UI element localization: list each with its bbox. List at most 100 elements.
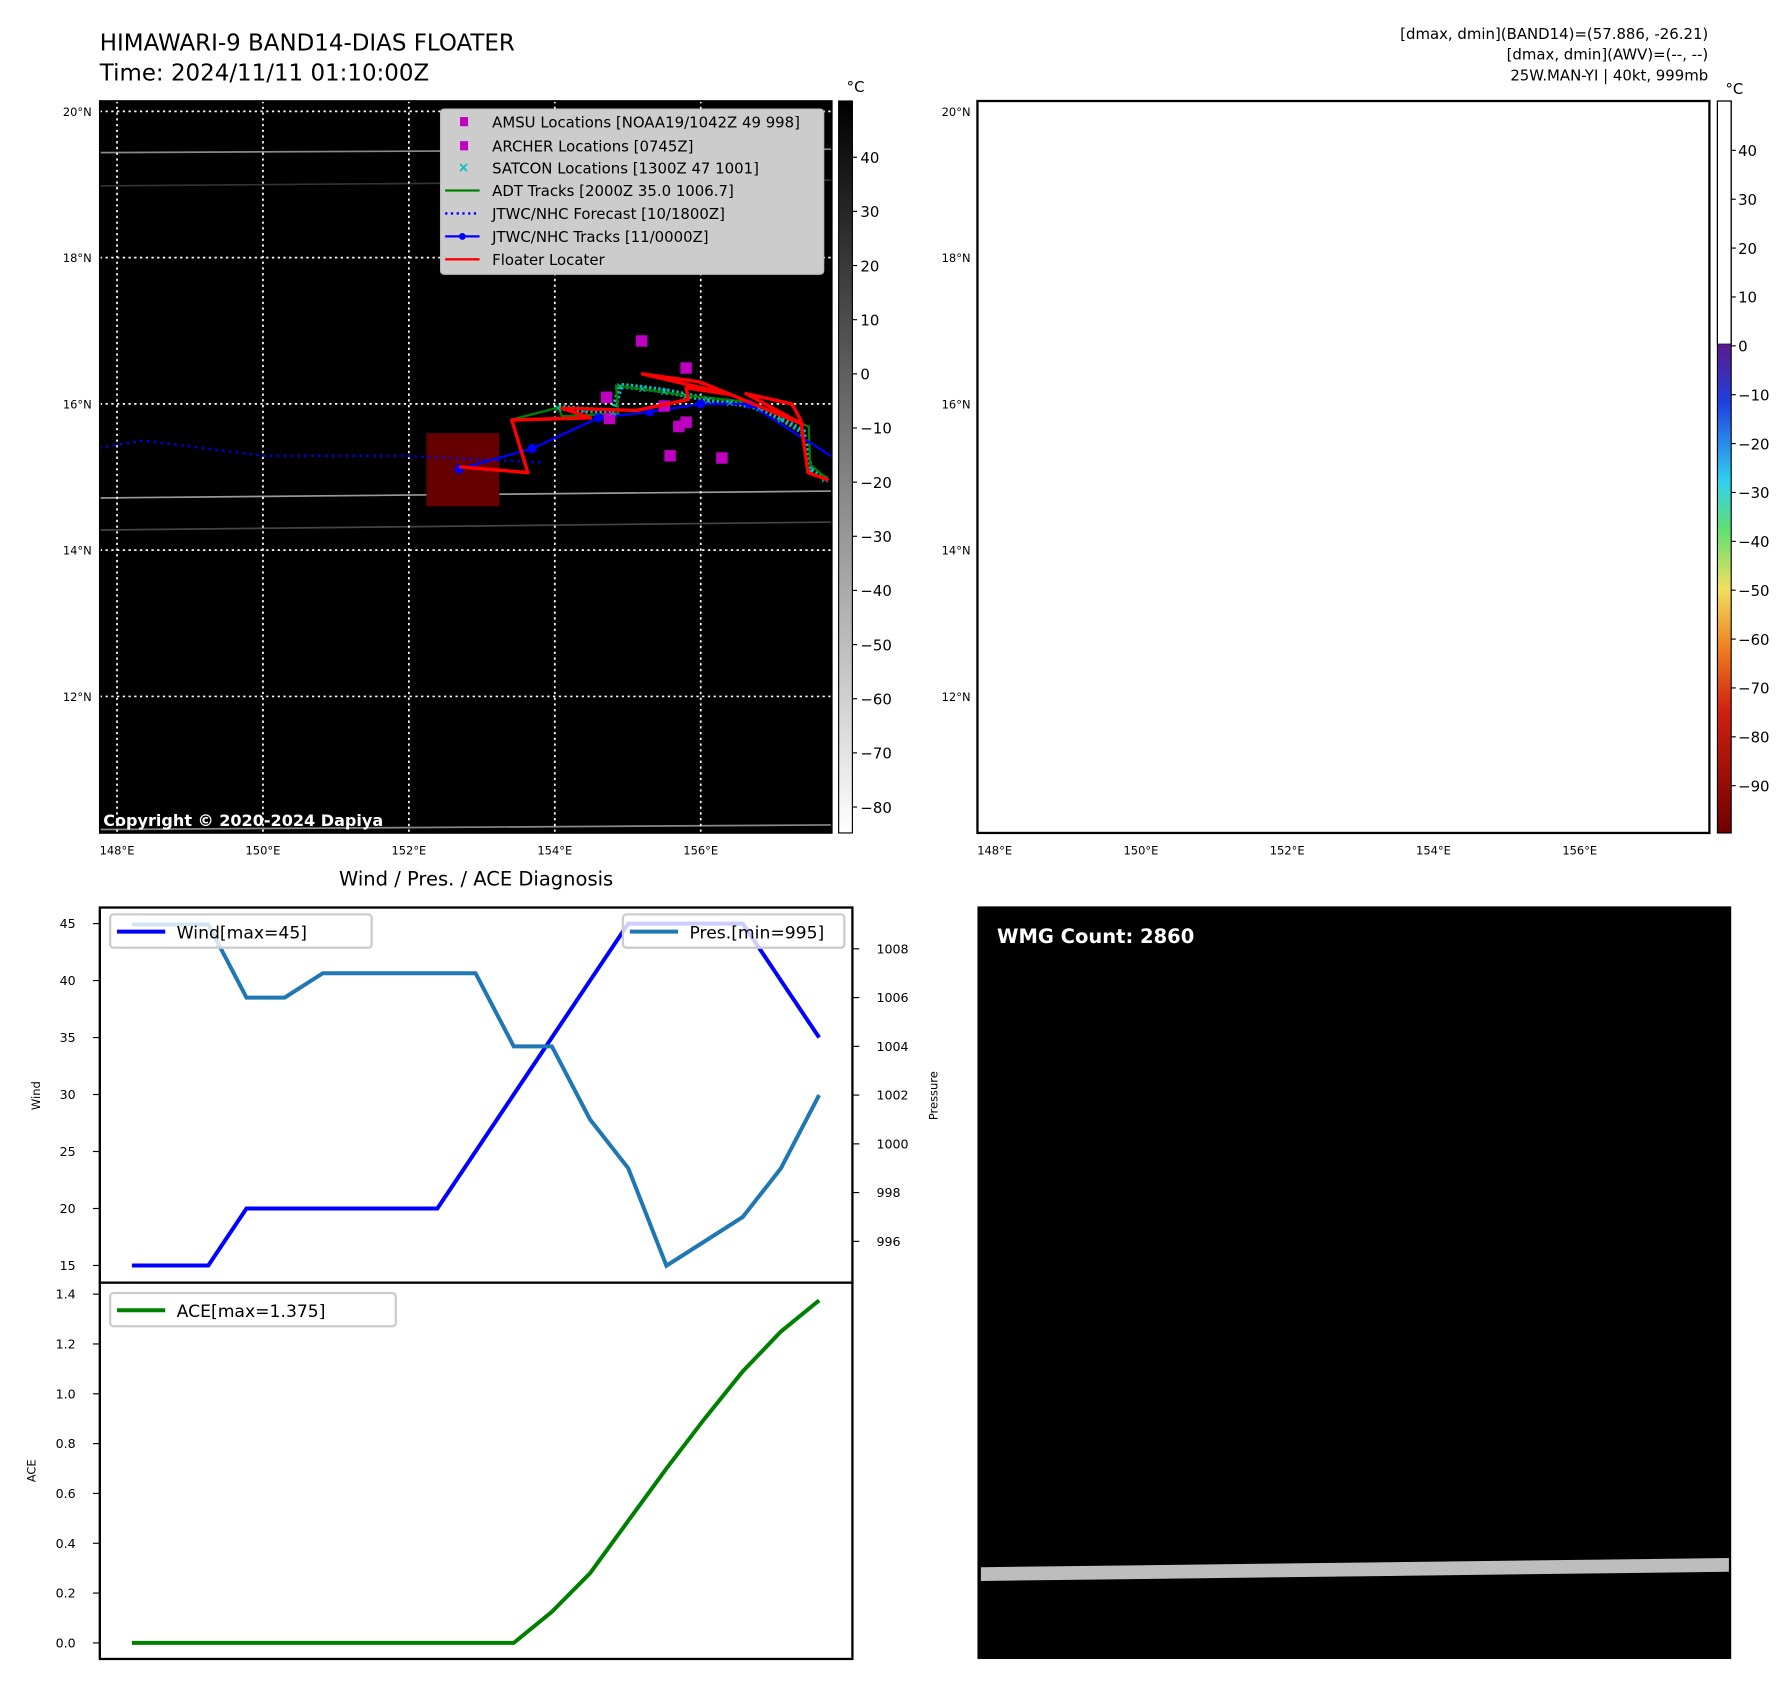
tracks-legend-marker — [458, 232, 466, 240]
legend-label: SATCON Locations [1300Z 47 1001] — [492, 159, 759, 177]
ace-axis-label: ACE — [25, 1459, 39, 1482]
y-tick-label: 16°N — [63, 397, 92, 411]
jtwc-track-point — [593, 413, 604, 423]
pressure-axis-label: Pressure — [926, 1071, 940, 1120]
satcon-point: × — [638, 381, 648, 395]
legend-label: ADT Tracks [2000Z 35.0 1006.7] — [492, 182, 734, 200]
info-band14: [dmax, dmin](BAND14)=(57.886, -26.21) — [1400, 25, 1708, 43]
satcon-point: × — [703, 393, 713, 407]
colorbar-tick-label: 20 — [860, 257, 879, 275]
y-tick-label: 16°N — [942, 397, 971, 411]
map-legend: AMSU Locations [NOAA19/1042Z 49 998] ARCH… — [439, 108, 825, 275]
colorbar-band14 — [838, 100, 853, 834]
ace-tick-label: 0.2 — [56, 1586, 76, 1601]
colorbar-tick-label: −10 — [860, 420, 891, 438]
info-awv: [dmax, dmin](AWV)=(--, --) — [1507, 46, 1709, 64]
colorbar-tick-label: −40 — [860, 582, 891, 600]
wmg-count: WMG Count: 2860 — [997, 925, 1194, 948]
satcon-point: × — [554, 401, 564, 415]
ace-tick-label: 0.0 — [56, 1635, 76, 1650]
amsu-point — [600, 391, 613, 404]
colorbar-tick-label: 10 — [860, 311, 879, 329]
x-tick-label: 156°E — [1562, 844, 1597, 858]
satcon-trail — [558, 382, 827, 481]
colorbar-tick-label: −80 — [1738, 729, 1769, 747]
adt-track-line — [510, 384, 830, 481]
satcon-point: × — [776, 412, 786, 426]
jtwc-forecast-line — [99, 439, 545, 464]
colorbar-tick-label: −20 — [860, 474, 891, 492]
colorbar-tick-label: −70 — [1738, 680, 1769, 698]
legend-box — [621, 913, 846, 949]
x-tick-label: 154°E — [537, 844, 572, 858]
satcon-point: × — [616, 379, 626, 393]
y-tick-label: 20°N — [942, 105, 971, 119]
pressure-tick-label: 996 — [876, 1234, 900, 1249]
wmg-panel: WMG Count: 2860 — [977, 906, 1732, 1659]
legend-box — [439, 108, 825, 275]
y-tick-label: 14°N — [942, 544, 971, 558]
legend-label: ARCHER Locations [0745Z] — [492, 137, 693, 155]
pressure-tick-label: 1004 — [876, 1039, 908, 1054]
floater-track-line — [459, 372, 830, 482]
diagnosis-chart: Wind / Pres. / ACE Diagnosis Wind Pressu… — [25, 868, 940, 1661]
pressure-tick-label: 998 — [876, 1185, 900, 1200]
map-frame — [976, 99, 1711, 835]
figure-title: HIMAWARI-9 BAND14-DIAS FLOATER — [100, 31, 515, 57]
colorbar-tick-label: 40 — [860, 149, 879, 167]
ace-tick-label: 0.4 — [56, 1536, 76, 1551]
colorbar-tick-label: 30 — [860, 203, 879, 221]
info-storm: 25W.MAN-YI | 40kt, 999mb — [1510, 66, 1708, 84]
ace-axes — [98, 1281, 854, 1661]
colorbar-tick-label: −40 — [1738, 533, 1769, 551]
y-tick-label: 20°N — [63, 105, 92, 119]
jtwc-track-point — [527, 443, 537, 454]
diagnosis-title: Wind / Pres. / ACE Diagnosis — [339, 868, 613, 891]
archer-legend-marker — [460, 141, 469, 151]
legend-label: Floater Locater — [492, 251, 605, 269]
amsu-point — [680, 416, 692, 428]
map-frame — [98, 100, 833, 834]
colorbar-tick-label: −30 — [860, 528, 891, 546]
legend-label: Wind[max=45] — [177, 924, 307, 944]
x-tick-label: 150°E — [1123, 844, 1158, 858]
colorbar-tick-label: −70 — [860, 745, 891, 763]
legend-label: JTWC/NHC Tracks [11/0000Z] — [491, 228, 708, 246]
ace-tick-label: 0.8 — [56, 1436, 76, 1451]
wmg-band — [980, 1558, 1729, 1581]
pressure-tick-label: 1006 — [876, 990, 908, 1005]
coastline — [99, 824, 832, 831]
colorbar-tick-label: −80 — [860, 799, 891, 817]
x-tick-label: 150°E — [246, 844, 281, 858]
amsu-point — [716, 452, 728, 464]
y-tick-label: 14°N — [63, 544, 92, 558]
pressure-tick-label: 1008 — [876, 941, 908, 956]
wind-tick-label: 20 — [60, 1201, 76, 1216]
satcon-legend-marker: × — [458, 160, 470, 176]
wmg-image — [977, 906, 1732, 1659]
ace-tick-label: 1.2 — [56, 1337, 76, 1352]
ace-tick-label: 0.6 — [56, 1486, 76, 1501]
amsu-point — [603, 412, 616, 425]
wind-axis-label: Wind — [29, 1081, 43, 1110]
amsu-point — [664, 450, 676, 462]
x-tick-label: 148°E — [100, 844, 135, 858]
x-tick-label: 148°E — [977, 844, 1012, 858]
legend-box — [108, 1291, 397, 1328]
coastline — [99, 521, 832, 531]
satcon-point: × — [659, 384, 669, 398]
colorbar-tick-label: 10 — [1738, 289, 1757, 307]
colorbar-tick-label: 40 — [1738, 142, 1757, 160]
legend-label: JTWC/NHC Forecast [10/1800Z] — [491, 205, 725, 223]
x-tick-label: 152°E — [391, 844, 426, 858]
x-tick-label: 156°E — [683, 844, 718, 858]
x-tick-label: 154°E — [1416, 844, 1451, 858]
satcon-point: × — [805, 463, 815, 477]
colorbar-tick-label: −50 — [1738, 582, 1769, 600]
colorbar-tick-label: −60 — [1738, 631, 1769, 649]
legend-label: AMSU Locations [NOAA19/1042Z 49 998] — [492, 113, 800, 131]
wind-tick-label: 35 — [60, 1030, 76, 1045]
colorbar-tick-label: 30 — [1738, 191, 1757, 209]
amsu-point — [673, 420, 685, 433]
